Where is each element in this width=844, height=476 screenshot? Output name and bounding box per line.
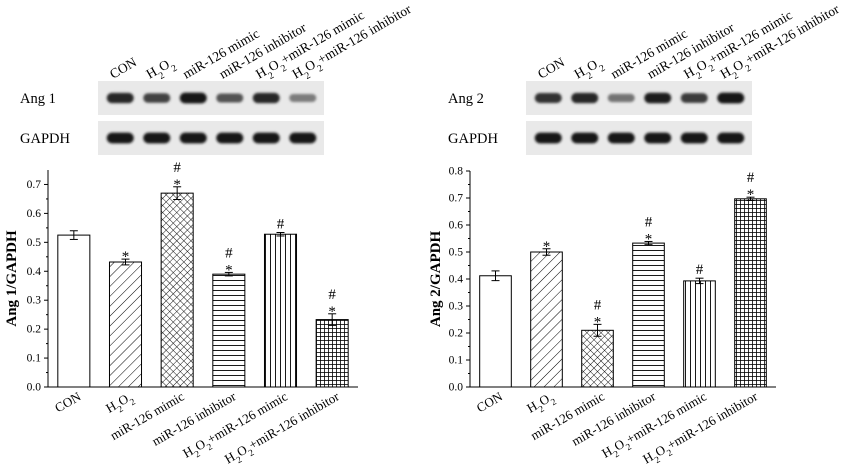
bar-mir-126-inhibitor <box>632 242 665 388</box>
sig-star: * <box>225 262 233 278</box>
y-axis-title: Ang 1/GAPDH <box>4 230 20 327</box>
y-tick-label: 0.8 <box>449 166 464 178</box>
blot-row-label-gapdh: GAPDH <box>448 131 498 147</box>
x-tick-label-con: CON <box>474 388 506 415</box>
sig-hash: # <box>747 170 755 186</box>
blot-band <box>644 92 672 104</box>
blot-band <box>289 132 317 144</box>
blot-strip <box>98 121 324 155</box>
sig-hash: # <box>277 216 285 232</box>
y-tick-label: 0.1 <box>27 353 42 365</box>
y-tick-label: 0.4 <box>27 266 42 278</box>
y-tick-label: 0.0 <box>449 382 464 394</box>
blot-band <box>252 132 280 144</box>
sig-hash: # <box>328 287 336 303</box>
bar-con <box>479 275 512 388</box>
sig-hash: # <box>225 245 233 261</box>
blot-band <box>143 93 171 103</box>
x-tick-label-con: CON <box>52 388 84 415</box>
y-tick-label: 0.3 <box>449 301 464 313</box>
bar-h2o2 <box>530 251 563 388</box>
chart-right: 0.0 0.1 0.2 0.3 0.4 0.5 0.6 0.7 0.8 Ang 2/GAPDH CO… <box>428 166 776 466</box>
y-tick-label: 0.2 <box>27 324 42 336</box>
blot-band <box>534 132 562 144</box>
y-tick-label: 0.2 <box>449 328 464 340</box>
sig-star: * <box>543 239 551 255</box>
blot-band <box>216 93 244 103</box>
blot-band <box>106 132 134 144</box>
lane-label-con: CON <box>107 54 139 81</box>
blot-band <box>571 132 599 144</box>
blot-band <box>179 92 207 104</box>
blot-band <box>607 132 635 144</box>
bar-h2o2-mir-126-inhibitor <box>315 319 349 388</box>
y-tick-label: 0.7 <box>449 193 464 205</box>
blot-band <box>680 93 708 103</box>
blot-band <box>179 132 207 144</box>
sig-hash: # <box>645 214 653 230</box>
blot-left: Ang 1 GAPDH <box>20 81 324 155</box>
blot-band <box>289 94 317 102</box>
bar-mir-126-inhibitor <box>212 273 246 388</box>
blot-band <box>644 132 672 144</box>
sig-hash: # <box>696 262 704 278</box>
sig-hash: # <box>594 297 602 313</box>
blot-band <box>607 93 635 103</box>
blot-band <box>571 92 599 104</box>
blot-band <box>252 92 280 104</box>
y-tick-label: 0.6 <box>449 220 464 232</box>
sig-star: * <box>594 314 602 330</box>
y-tick-label: 0.5 <box>27 237 42 249</box>
y-axis-title: Ang 2/GAPDH <box>428 231 444 328</box>
blot-band <box>143 132 171 144</box>
blot-right: Ang 2 GAPDH <box>448 81 752 155</box>
bar-h2o2 <box>108 261 143 388</box>
bar-mir-126-mimic <box>581 329 614 388</box>
bar-h2o2-mir-126-inhibitor <box>734 198 767 388</box>
y-tick-label: 0.4 <box>449 274 464 286</box>
sig-star: * <box>173 177 181 193</box>
bar-h2o2-mir-126-mimic <box>263 233 298 388</box>
sig-star: * <box>328 304 336 320</box>
blot-strip <box>526 81 752 115</box>
y-tick-label: 0.1 <box>449 355 464 367</box>
bar-h2o2-mir-126-mimic <box>683 280 716 388</box>
y-tick-label: 0.6 <box>27 208 42 220</box>
lane-label-con: CON <box>535 54 567 81</box>
blot-band <box>680 132 708 144</box>
y-tick-label: 0.3 <box>27 295 42 307</box>
sig-star: * <box>122 249 130 265</box>
y-tick-label: 0.0 <box>27 382 42 394</box>
y-tick-label: 0.7 <box>27 179 42 191</box>
blot-band <box>717 92 745 104</box>
bar-con <box>57 234 91 388</box>
blot-row-label-gapdh: GAPDH <box>20 131 70 147</box>
blot-band <box>717 132 745 144</box>
sig-star: * <box>645 231 653 247</box>
sig-hash: # <box>173 160 181 176</box>
bar-mir-126-mimic <box>160 192 194 388</box>
blot-strip <box>98 81 324 115</box>
blot-strip <box>526 121 752 155</box>
blot-row-label-ang-1: Ang 1 <box>20 91 56 107</box>
blot-band <box>534 93 562 103</box>
sig-star: * <box>747 187 755 203</box>
blot-band <box>216 132 244 144</box>
y-tick-label: 0.5 <box>449 247 464 259</box>
blot-row-label-ang-2: Ang 2 <box>448 91 484 107</box>
blot-band <box>106 92 134 104</box>
